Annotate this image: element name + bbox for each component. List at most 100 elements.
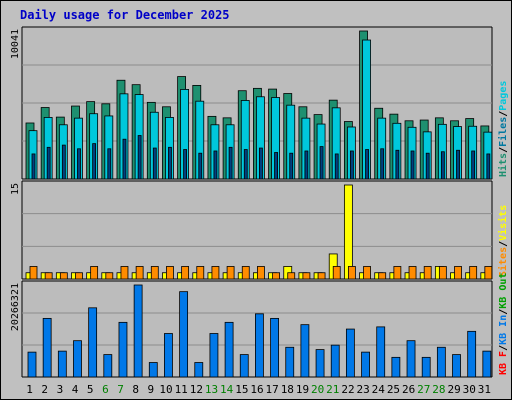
legend-entry: Hits [497, 153, 509, 177]
pages-bar [122, 138, 127, 180]
pages-bar [289, 152, 294, 180]
sites-bar [393, 266, 402, 280]
legend-entry: Files [497, 117, 509, 147]
x-tick-label: 27 [417, 383, 430, 396]
legend-entry: KB Out [498, 273, 509, 309]
x-tick-label: 18 [281, 383, 294, 396]
pages-bar [92, 143, 97, 180]
sites-bar [347, 266, 356, 280]
x-tick-label: 7 [117, 383, 124, 396]
pages-bar [168, 146, 172, 180]
sites-bar [257, 266, 265, 280]
legend-entry: / [498, 241, 509, 247]
legend-entry: / [498, 111, 509, 117]
kb-in-bar [164, 333, 173, 378]
sites-bar [59, 272, 68, 280]
kb-in-bar [27, 351, 37, 378]
panel-1-ymax-label: 10041 [10, 29, 21, 59]
legend-entry: KB In [498, 315, 509, 345]
kb-in-bar [361, 351, 370, 378]
x-tick-label: 20 [311, 383, 324, 396]
sites-bar [44, 272, 53, 280]
pages-bar [61, 144, 66, 180]
x-tick-label: 4 [72, 383, 79, 396]
legend-entry: KB F [498, 351, 509, 375]
sites-bar [287, 272, 296, 280]
kb-in-bar [345, 328, 355, 378]
sites-bar [454, 266, 462, 280]
panel-1-legend: Hits/Files/Pages [497, 81, 509, 177]
pages-bar [183, 149, 188, 180]
panel-2-ymax-label: 15 [10, 183, 21, 195]
pages-bar [471, 150, 476, 180]
kb-in-bar [133, 284, 143, 378]
kb-in-bar [406, 340, 416, 378]
kb-in-bar [103, 354, 113, 378]
x-tick-label: 2 [41, 383, 48, 396]
x-tick-label: 22 [341, 383, 354, 396]
kb-in-bar [285, 346, 295, 378]
sites-bar [241, 266, 250, 280]
kb-in-bar [391, 356, 401, 378]
pages-bar [486, 153, 491, 180]
sites-bar [408, 266, 417, 280]
sites-bar [484, 266, 493, 280]
x-tick-label: 3 [57, 383, 64, 396]
legend-entry: Sites [497, 247, 509, 277]
sites-bar [135, 266, 144, 280]
x-tick-label: 10 [159, 383, 172, 396]
kb-in-bar [118, 321, 128, 378]
sites-bar [438, 266, 447, 280]
legend-entry: / [498, 147, 509, 153]
pages-bar [425, 152, 430, 180]
chart-title: Daily usage for December 2025 [20, 8, 230, 22]
x-tick-label: 25 [387, 383, 400, 396]
sites-bar [317, 272, 326, 280]
visits-bar [343, 184, 353, 280]
kb-in-bar [224, 321, 234, 378]
x-tick-label: 26 [402, 383, 415, 396]
kb-in-bar [57, 350, 67, 378]
pages-bar [365, 149, 369, 180]
legend-entry: Visits [497, 205, 509, 241]
sites-bar [378, 272, 387, 280]
pages-bar [440, 151, 445, 180]
kb-in-bar [467, 330, 477, 378]
pages-bar [304, 150, 309, 180]
sites-bar [120, 266, 129, 280]
pages-bar [137, 135, 142, 180]
sites-bar [181, 266, 190, 280]
pages-bar [456, 149, 460, 180]
legend-entry: Pages [498, 81, 509, 111]
x-tick-label: 19 [296, 383, 309, 396]
x-tick-label: 17 [266, 383, 279, 396]
sites-bar [226, 266, 235, 280]
sites-bar [105, 272, 114, 280]
pages-bar [274, 152, 278, 180]
kb-in-bar [315, 349, 325, 378]
x-tick-label: 30 [463, 383, 476, 396]
x-tick-label: 16 [250, 383, 263, 396]
pages-bar [243, 149, 248, 180]
x-tick-label: 31 [478, 383, 491, 396]
pages-bar [349, 150, 354, 180]
sites-bar [166, 266, 174, 280]
x-tick-label: 6 [102, 383, 109, 396]
legend-entry: / [498, 345, 509, 351]
sites-bar [211, 266, 220, 280]
pages-bar [31, 153, 36, 180]
pages-bar [46, 146, 51, 180]
panel-3-legend: KB F/KB In/KB Out [498, 273, 509, 375]
kb-in-bar [452, 354, 461, 378]
x-tick-label: 21 [326, 383, 339, 396]
x-tick-label: 8 [132, 383, 139, 396]
sites-bar [332, 266, 341, 280]
x-tick-label: 24 [372, 383, 386, 396]
pages-bar [213, 150, 218, 180]
pages-bar [152, 147, 157, 180]
sites-bar [302, 272, 311, 280]
sites-bar [75, 272, 83, 280]
pages-bar [228, 146, 233, 180]
pages-bar [259, 147, 263, 180]
